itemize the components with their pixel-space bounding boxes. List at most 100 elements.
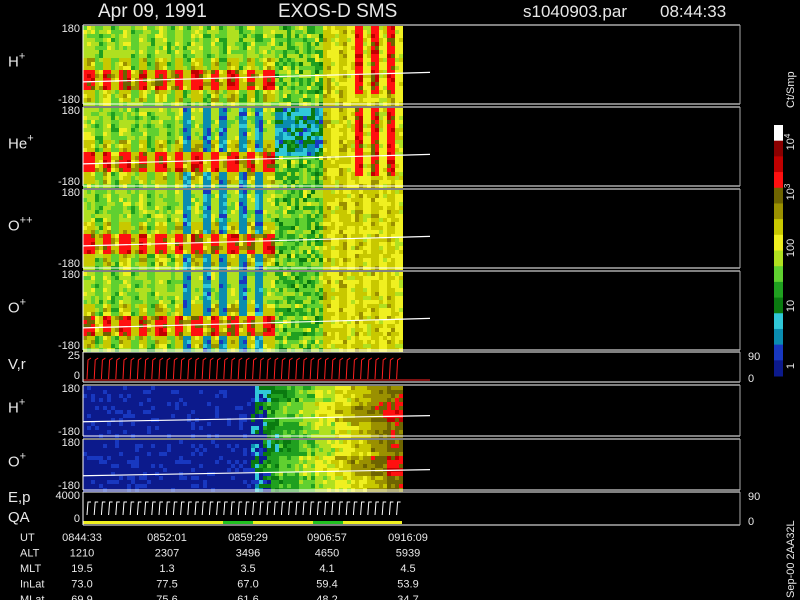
cell — [159, 254, 163, 258]
cell — [311, 78, 315, 82]
cell — [107, 140, 111, 144]
cell — [355, 66, 359, 70]
cell — [167, 202, 171, 206]
cell — [123, 112, 127, 116]
cell — [379, 226, 383, 230]
cell — [95, 206, 99, 210]
cell — [107, 42, 111, 46]
cell — [91, 30, 95, 34]
cell — [171, 206, 175, 210]
cell — [159, 58, 163, 62]
cell — [271, 30, 275, 34]
cell — [175, 62, 179, 66]
cell — [131, 90, 135, 94]
cell — [343, 132, 347, 136]
cell — [371, 30, 375, 34]
cell — [335, 42, 339, 46]
cell — [287, 50, 291, 54]
cell — [359, 238, 363, 242]
cell — [167, 94, 171, 98]
cell — [171, 70, 175, 74]
cell — [103, 324, 107, 328]
cell — [283, 226, 287, 230]
cell — [219, 90, 223, 94]
cell — [103, 258, 107, 262]
cell — [307, 136, 311, 140]
cell — [219, 112, 223, 116]
cell — [167, 254, 171, 258]
cell — [223, 262, 227, 266]
cell — [243, 258, 247, 262]
cell — [311, 160, 315, 164]
cell — [99, 222, 103, 226]
cell — [163, 58, 167, 62]
cell — [115, 210, 119, 214]
cell — [175, 258, 179, 262]
cell — [167, 108, 171, 112]
cell — [151, 250, 155, 254]
cell — [367, 34, 371, 38]
cell — [395, 90, 399, 94]
cell — [195, 226, 199, 230]
cell — [119, 190, 123, 194]
cell — [159, 144, 163, 148]
cell — [387, 34, 391, 38]
cell — [119, 214, 123, 218]
cell — [291, 98, 295, 102]
cell — [251, 50, 255, 54]
cell — [323, 214, 327, 218]
cell — [167, 42, 171, 46]
cell — [143, 168, 147, 172]
cell — [243, 246, 247, 250]
cell — [187, 82, 191, 86]
cell — [219, 210, 223, 214]
cell — [187, 128, 191, 132]
cell — [163, 250, 167, 254]
cell — [307, 218, 311, 222]
cell — [183, 26, 187, 30]
cell — [339, 242, 343, 246]
cell — [371, 226, 375, 230]
cell — [83, 226, 87, 230]
cell — [279, 206, 283, 210]
cell — [239, 42, 243, 46]
cell — [107, 54, 111, 58]
cell — [171, 238, 175, 242]
cell — [175, 230, 179, 234]
cell — [275, 46, 279, 50]
cell — [103, 234, 107, 238]
cell — [175, 242, 179, 246]
cell — [219, 258, 223, 262]
cell — [347, 202, 351, 206]
cell — [239, 74, 243, 78]
cell — [275, 30, 279, 34]
cell — [387, 70, 391, 74]
cell — [223, 238, 227, 242]
cell — [127, 148, 131, 152]
cell — [339, 26, 343, 30]
cell — [271, 34, 275, 38]
cell — [223, 34, 227, 38]
cell — [115, 120, 119, 124]
cell — [99, 194, 103, 198]
cell — [135, 180, 139, 184]
cell — [351, 198, 355, 202]
cell — [287, 234, 291, 238]
cell — [87, 30, 91, 34]
cell — [355, 90, 359, 94]
cell — [283, 164, 287, 168]
cell — [355, 70, 359, 74]
cell — [395, 172, 399, 176]
cell — [371, 258, 375, 262]
cell — [151, 214, 155, 218]
cell — [159, 82, 163, 86]
cell — [123, 128, 127, 132]
cell — [303, 62, 307, 66]
cell — [151, 86, 155, 90]
cell — [327, 136, 331, 140]
cell — [87, 190, 91, 194]
cell — [387, 124, 391, 128]
cell — [379, 258, 383, 262]
cell — [127, 176, 131, 180]
cell — [243, 50, 247, 54]
